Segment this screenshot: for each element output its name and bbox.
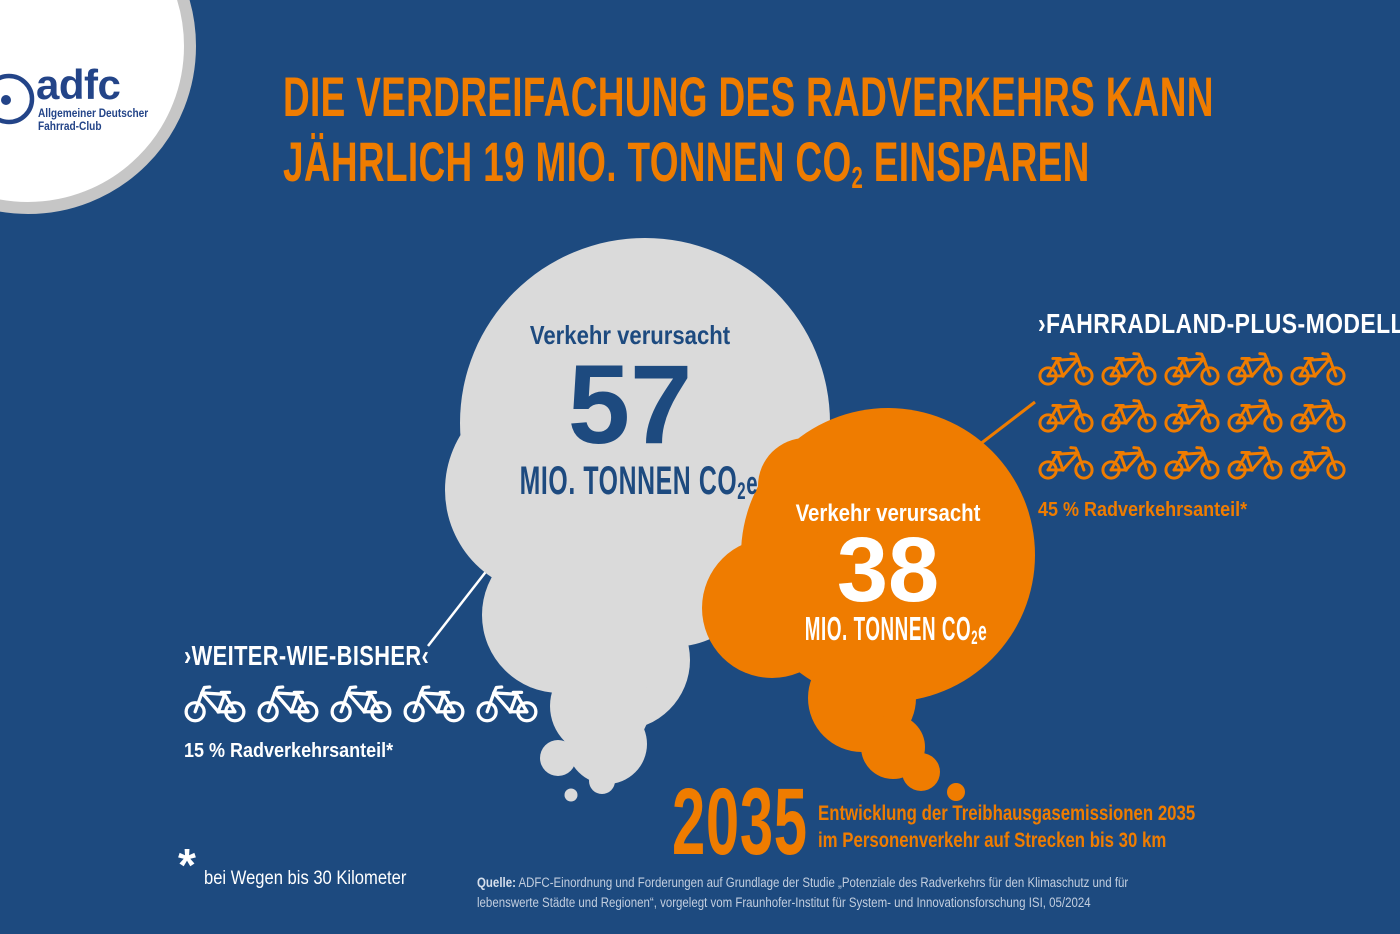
- bicycle-icon: [1290, 352, 1346, 386]
- future-scenario-bubble: Verkehr verursacht 38 MIO. TONNEN CO2e: [742, 500, 1034, 650]
- share-label-baseline: 15 % Radverkehrsanteil*: [184, 740, 394, 762]
- year-caption: Entwicklung der Treibhausgasemissionen 2…: [818, 800, 1195, 854]
- bicycle-icon: [1227, 399, 1283, 433]
- bubble-label-future: Verkehr verursacht: [795, 500, 981, 527]
- title-line-2-text: JÄHRLICH 19 MIO. TONNEN CO: [283, 130, 852, 193]
- scenario-label-weiter-wie-bisher: ›WEITER-WIE-BISHER‹: [184, 640, 430, 671]
- source-line-2: lebenswerte Städte und Regionen“, vorgel…: [477, 894, 1091, 910]
- bicycle-icon: [1101, 399, 1157, 433]
- scenario-weiter-wie-bisher: ›WEITER-WIE-BISHER‹ 15 % Radverkehrsante…: [184, 642, 584, 763]
- source-note: Quelle: ADFC-Einordnung und Forderungen …: [477, 873, 1128, 912]
- bicycle-icon: [403, 685, 465, 723]
- title-line-1: DIE VERDREIFACHUNG DES RADVERKEHRS KANN: [283, 65, 1214, 128]
- year-label: 2035: [672, 769, 808, 875]
- source-line-1: Quelle: ADFC-Einordnung und Forderungen …: [477, 875, 1129, 890]
- footnote-asterisk: *: [178, 839, 196, 891]
- bicycle-icon: [1290, 446, 1346, 480]
- bicycle-icon: [1101, 352, 1157, 386]
- co2-value-future: 38: [836, 519, 940, 621]
- bicycle-icon: [1101, 446, 1157, 480]
- adfc-wheel-icon: [0, 73, 35, 125]
- bicycle-icon: [1290, 399, 1346, 433]
- source-label: Quelle:: [477, 875, 516, 890]
- bike-pictogram-grid-plus: [1038, 350, 1360, 491]
- adfc-logo-text: adfc: [36, 61, 121, 108]
- bicycle-icon: [1227, 446, 1283, 480]
- footnote-text: bei Wegen bis 30 Kilometer: [204, 867, 407, 889]
- callout-line-fahrradland-plus: [974, 400, 1036, 450]
- bike-pictogram-row-baseline: [184, 683, 584, 724]
- share-label-plus: 45 % Radverkehrsanteil*: [1038, 499, 1248, 521]
- bicycle-icon: [1038, 352, 1094, 386]
- year-caption-line2: im Personenverkehr auf Strecken bis 30 k…: [818, 829, 1167, 852]
- page-title: DIE VERDREIFACHUNG DES RADVERKEHRS KANN …: [283, 64, 1214, 210]
- bicycle-icon: [1038, 399, 1094, 433]
- bubble-label-current: Verkehr verursacht: [529, 320, 731, 350]
- bicycle-icon: [476, 685, 538, 723]
- title-line-2: JÄHRLICH 19 MIO. TONNEN CO2 EINSPAREN: [283, 129, 1214, 210]
- title-co2-subscript: 2: [851, 159, 864, 195]
- bicycle-icon: [330, 685, 392, 723]
- scenario-fahrradland-plus: ›FAHRRADLAND-PLUS-MODELL‹ 45 % Radverkeh…: [1038, 310, 1400, 522]
- bicycle-icon: [257, 685, 319, 723]
- title-line-2-text-end: EINSPAREN: [863, 130, 1090, 193]
- cloud-tail-dot-orange: [947, 783, 965, 801]
- adfc-logo-subtitle-line1: Allgemeiner Deutscher: [38, 108, 149, 120]
- co2-value-current: 57: [567, 342, 693, 467]
- cloud-tail-dot-gray: [564, 788, 578, 802]
- co2-cloud-current: [445, 238, 830, 802]
- callout-line-weiter-wie-bisher: [427, 559, 496, 647]
- co2-unit-future: MIO. TONNEN CO2e: [804, 610, 987, 649]
- scenario-label-fahrradland-plus: ›FAHRRADLAND-PLUS-MODELL‹: [1038, 308, 1400, 339]
- adfc-logo-subtitle: Allgemeiner Deutscher Fahrrad-Club: [38, 108, 148, 134]
- bicycle-icon: [1164, 399, 1220, 433]
- co2-unit-current: MIO. TONNEN CO2e: [519, 459, 758, 505]
- bicycle-icon: [1038, 446, 1094, 480]
- current-scenario-bubble: Verkehr verursacht 57 MIO. TONNEN CO2e: [452, 320, 808, 506]
- adfc-logo-subtitle-line2: Fahrrad-Club: [38, 121, 102, 133]
- bicycle-icon: [1164, 352, 1220, 386]
- year-caption-line1: Entwicklung der Treibhausgasemissionen 2…: [818, 802, 1196, 825]
- bicycle-icon: [1227, 352, 1283, 386]
- bicycle-icon: [184, 685, 246, 723]
- bicycle-icon: [1164, 446, 1220, 480]
- co2-cloud-future: [702, 408, 1035, 801]
